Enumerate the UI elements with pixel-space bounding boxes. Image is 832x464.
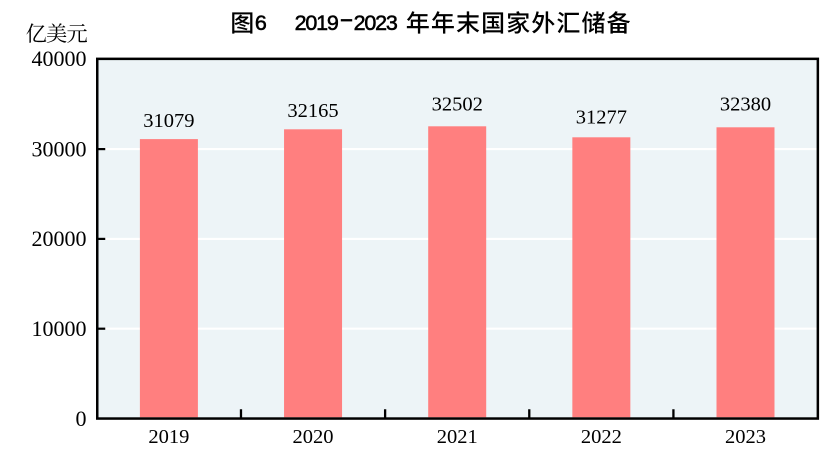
- svg-text:10000: 10000: [32, 316, 87, 341]
- svg-text:2019: 2019: [148, 426, 189, 448]
- svg-text:2020: 2020: [293, 426, 334, 448]
- svg-text:2021: 2021: [437, 426, 478, 448]
- svg-text:32380: 32380: [720, 93, 771, 115]
- svg-text:2019: 2019: [295, 11, 339, 35]
- svg-text:32502: 32502: [432, 94, 483, 116]
- svg-text:2022: 2022: [581, 426, 622, 448]
- svg-text:2023: 2023: [725, 426, 766, 448]
- svg-text:30000: 30000: [32, 136, 87, 161]
- svg-text:40000: 40000: [32, 46, 87, 71]
- svg-text:31277: 31277: [576, 106, 627, 128]
- svg-text:20000: 20000: [32, 226, 87, 251]
- svg-text:6: 6: [255, 11, 267, 35]
- svg-text:2023: 2023: [354, 11, 398, 35]
- svg-text:0: 0: [76, 406, 87, 431]
- svg-text:32165: 32165: [287, 100, 338, 122]
- svg-text:31079: 31079: [143, 110, 194, 132]
